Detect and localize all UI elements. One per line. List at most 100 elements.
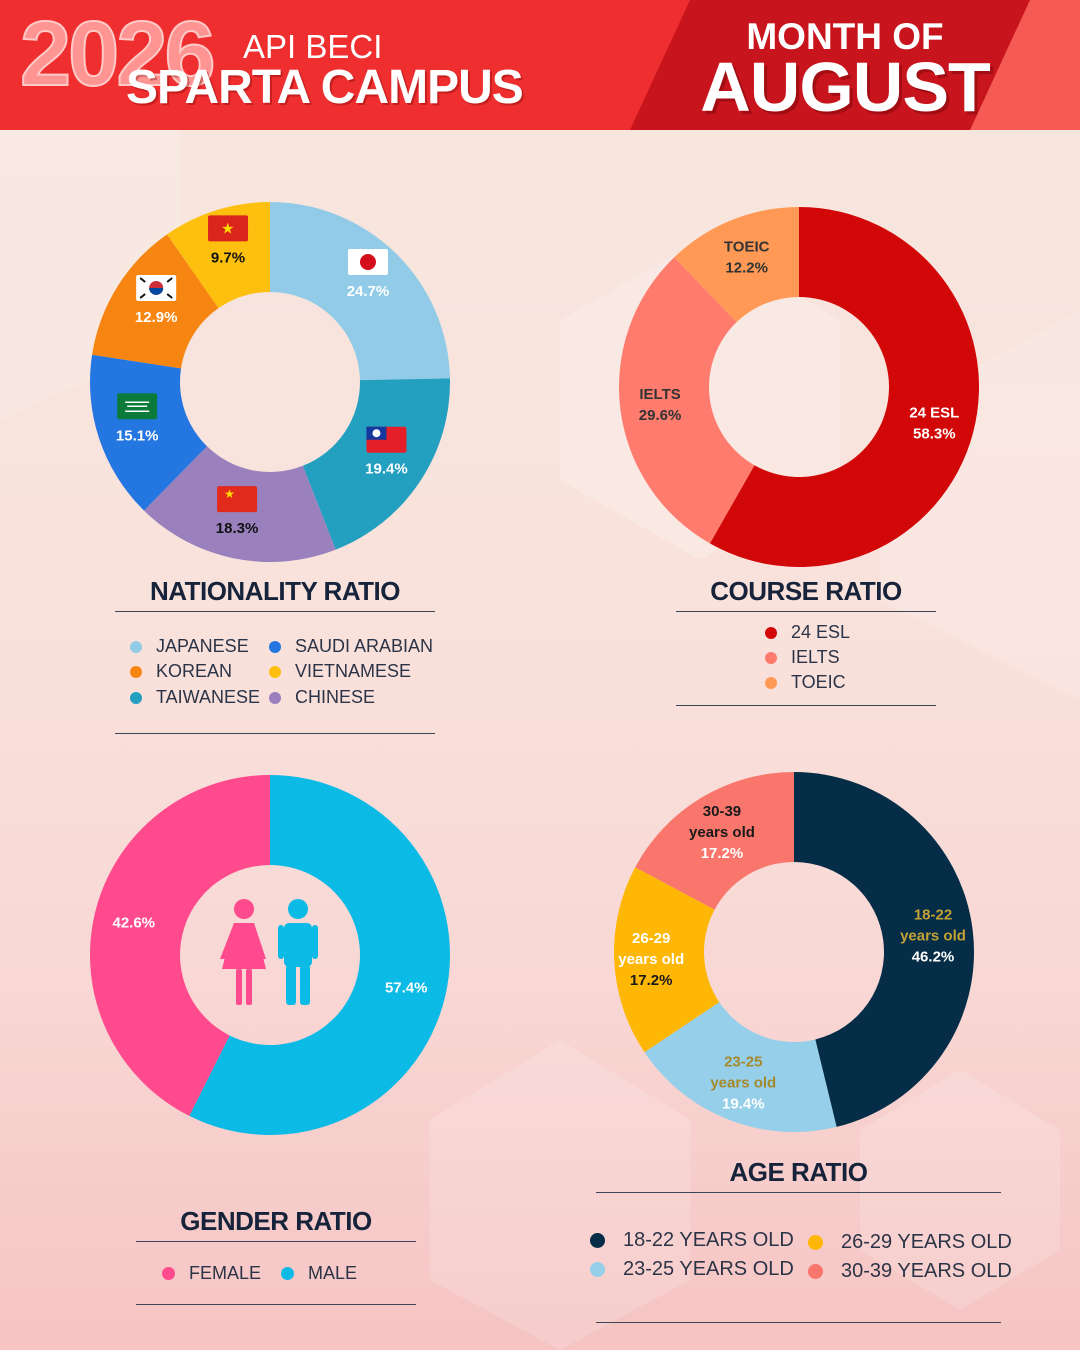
legend-label: VIETNAMESE [295,661,412,681]
gender-slice-label: 57.4% [385,979,428,996]
nationality-slice-label: 15.1% [116,427,159,444]
nationality-title-rule [115,611,435,612]
legend-swatch [269,665,281,678]
nationality-slice-label: 9.7% [211,249,245,266]
course-slice-ielts [619,257,755,544]
legend-item-japanese: JAPANESE [130,636,249,657]
legend-item-saudi-arabian: SAUDI ARABIAN [269,636,433,657]
legend-item-ielts: IELTS [765,647,840,668]
course-slice-label: 12.2% [725,260,768,277]
nationality-ratio-title: NATIONALITY RATIO [149,576,401,606]
svg-text:★: ★ [224,487,235,501]
course-slice-24-esl [709,207,979,567]
year-text: 2026 [19,3,217,105]
course-slices [619,207,979,567]
header-title: SPARTA CAMPUS [126,61,524,114]
age-slice-label: 23-25 [724,1053,762,1070]
legend-label: IELTS [791,647,840,667]
legend-label: 24 ESL [791,622,851,642]
legend-item-korean: KOREAN [130,661,232,682]
legend-swatch [765,676,777,689]
female-person-icon [220,899,266,1005]
legend-swatch [130,640,142,653]
nationality-slice-korean [92,234,219,369]
legend-swatch [281,1267,294,1280]
age-title-rule [596,1192,1001,1193]
course-slice-label: 58.3% [913,425,956,442]
age-slice-label: 18-22 [914,906,952,923]
legend-item-24-esl: 24 ESL [765,622,850,643]
age-slice-label: 46.2% [912,948,955,965]
legend-item-30-39: 30-39 YEARS OLD [808,1260,1012,1283]
legend-label: 23-25 YEARS OLD [623,1258,794,1280]
china-flag-icon: ★ [217,486,258,513]
gender-legend-rule [136,1304,416,1305]
age-slice-label: years old [689,824,755,841]
vietnam-flag-icon: ★ [208,215,249,242]
legend-label: 18-22 YEARS OLD [623,1229,794,1251]
course-slice-label: IELTS [639,386,680,403]
course-slice-label: 24 ESL [909,404,959,421]
age-slice-23-25-years-old [644,1002,837,1132]
course-slice-label: TOEIC [724,239,770,256]
legend-swatch [808,1264,823,1279]
legend-swatch [130,665,142,678]
legend-item-vietnamese: VIETNAMESE [269,661,411,682]
legend-label: CHINESE [295,687,376,707]
age-slices [614,772,974,1132]
legend-label: FEMALE [189,1263,262,1283]
age-slice-label: 26-29 [632,930,670,947]
legend-item-taiwanese: TAIWANESE [130,687,260,708]
age-slice-26-29-years-old [614,867,720,1053]
legend-item-chinese: CHINESE [269,687,375,708]
japan-flag-icon [347,249,388,276]
course-legend-rule [676,705,936,706]
age-slice-label: 17.2% [701,845,744,862]
nationality-legend-rule [115,733,435,734]
age-slice-label: years old [710,1074,776,1091]
legend-label: KOREAN [156,661,233,681]
legend-swatch [808,1235,823,1250]
gender-slice-male [189,775,451,1136]
legend-swatch [765,651,777,664]
header-subtitle: API BECI [243,28,383,65]
taiwan-flag-icon [366,426,407,453]
legend-swatch [130,691,142,704]
legend-swatch [162,1267,175,1280]
legend-swatch [590,1233,605,1248]
age-slice-label: 17.2% [630,972,673,989]
gender-slice-label: 42.6% [112,915,155,932]
legend-item-female: FEMALE [162,1263,261,1284]
male-person-icon [278,899,318,1005]
age-ratio-title: AGE RATIO [729,1157,868,1187]
course-ratio-title: COURSE RATIO [710,576,902,606]
age-slice-label: years old [900,927,966,944]
nationality-slice-label: 19.4% [365,461,408,478]
legend-item-18-22: 18-22 YEARS OLD [590,1229,794,1252]
gender-ratio-title: GENDER RATIO [180,1206,372,1236]
header-banner: 2026 API BECI SPARTA CAMPUS MONTH OF AUG… [0,0,1080,130]
nationality-slice-label: 12.9% [135,309,178,326]
legend-swatch [590,1262,605,1277]
legend-item-toeic: TOEIC [765,672,846,693]
legend-swatch [765,626,777,639]
course-title-rule [676,611,936,612]
age-slice-label: years old [618,951,684,968]
legend-label: TAIWANESE [156,687,261,707]
saudi-arabia-flag-icon [117,393,158,420]
gender-slices [90,775,451,1136]
course-slice-toeic [674,207,799,323]
course-slice-label: 29.6% [639,407,682,424]
month-label: MONTH OF [746,16,944,57]
age-legend-rule [596,1322,1001,1323]
nationality-slice-label: 24.7% [347,283,390,300]
legend-swatch [269,640,281,653]
nationality-slices [89,202,450,563]
legend-label: 30-39 YEARS OLD [841,1260,1012,1282]
legend-label: JAPANESE [156,636,249,656]
legend-label: TOEIC [791,672,846,692]
nationality-slice-taiwanese [302,378,450,550]
gender-title-rule [136,1241,416,1242]
legend-item-26-29: 26-29 YEARS OLD [808,1231,1012,1254]
